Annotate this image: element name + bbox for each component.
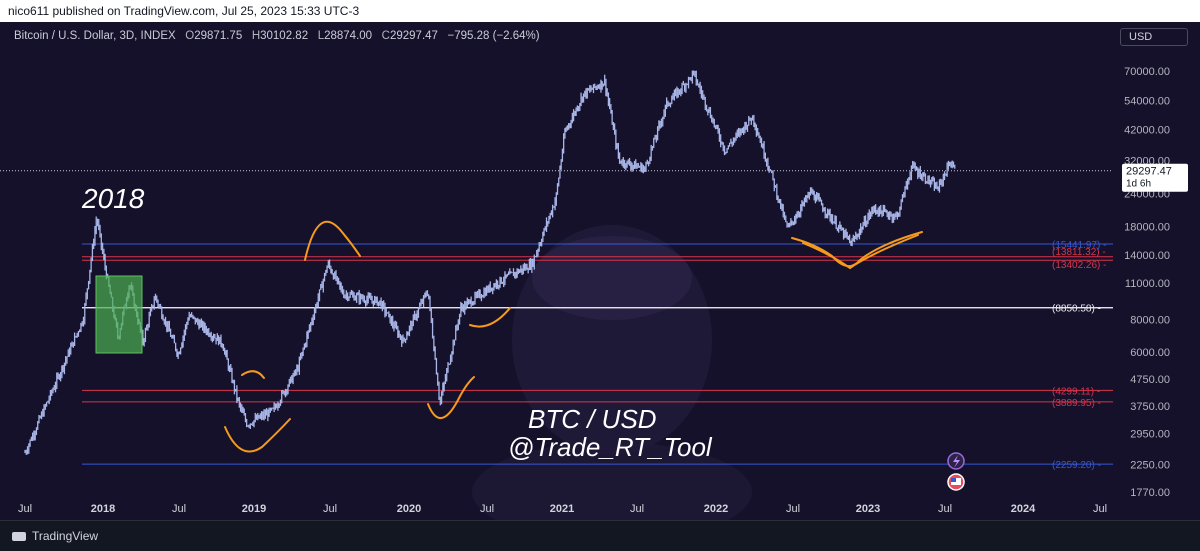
x-tick-label: Jul	[323, 503, 337, 515]
publish-bar: nico611 published on TradingView.com, Ju…	[0, 0, 1200, 22]
currency-button[interactable]: USD	[1120, 28, 1188, 46]
level-label: (13402.26) -	[1052, 260, 1106, 271]
y-tick-label: 11000.00	[1125, 278, 1170, 290]
y-tick-label: 2950.00	[1130, 429, 1170, 441]
tradingview-logo-icon	[12, 532, 26, 542]
year-annotation: 2018	[81, 183, 145, 214]
x-tick-label: 2020	[397, 503, 421, 515]
close-value: 29297.47	[389, 30, 438, 42]
level-label: (4299.11) -	[1052, 386, 1100, 397]
y-tick-label: 70000.00	[1124, 66, 1170, 78]
x-tick-label: 2018	[91, 503, 115, 515]
y-tick-label: 8000.00	[1130, 314, 1170, 326]
high-value: 30102.82	[260, 30, 309, 42]
drawing-curve	[224, 418, 291, 453]
portrait-shape	[472, 442, 752, 520]
ohlc-legend: Bitcoin / U.S. Dollar, 3D, INDEX O29871.…	[14, 30, 540, 42]
x-tick-label: 2022	[704, 503, 728, 515]
x-tick-label: Jul	[172, 503, 186, 515]
y-tick-label: 3750.00	[1130, 401, 1170, 413]
flag-canton	[951, 478, 956, 482]
change-value: −795.28 (−2.64%)	[447, 30, 540, 42]
level-label: (8850.58) -	[1052, 304, 1101, 315]
brand-label: TradingView	[32, 529, 99, 543]
level-label: (13811.32) -	[1052, 247, 1106, 258]
y-tick-label: 14000.00	[1124, 250, 1170, 262]
footer-bar: TradingView	[0, 520, 1200, 551]
level-label: (15441.97) -	[1052, 240, 1106, 251]
y-tick-label: 6000.00	[1130, 347, 1170, 359]
consolidation-box	[95, 275, 143, 354]
y-tick-label: 18000.00	[1124, 221, 1170, 233]
symbol-name: Bitcoin / U.S. Dollar, 3D, INDEX	[14, 30, 176, 42]
y-tick-label: 42000.00	[1124, 124, 1170, 136]
x-tick-label: 2023	[856, 503, 880, 515]
x-tick-label: 2019	[242, 503, 266, 515]
x-tick-label: Jul	[18, 503, 32, 515]
lightning-glyph	[953, 455, 960, 468]
x-tick-label: Jul	[480, 503, 494, 515]
title-annotation-1: BTC / USD	[528, 404, 657, 434]
level-label: (3889.95) -	[1052, 398, 1101, 409]
high-label: H	[251, 30, 261, 42]
candles	[24, 70, 956, 455]
open-label: O	[185, 30, 195, 42]
x-tick-label: Jul	[630, 503, 644, 515]
background-portrait	[472, 225, 752, 520]
currency-label: USD	[1129, 31, 1153, 43]
y-tick-label: 54000.00	[1124, 96, 1170, 108]
y-tick-label: 1770.00	[1130, 487, 1170, 499]
x-tick-label: 2021	[550, 503, 574, 515]
x-tick-label: Jul	[1093, 503, 1107, 515]
title-annotation-2: @Trade_RT_Tool	[508, 432, 713, 462]
last-price-label: 29297.47	[1126, 166, 1172, 178]
close-label: C	[381, 30, 390, 42]
open-value: 29871.75	[194, 30, 243, 42]
price-chart[interactable]: (15441.97) -(13811.32) - (13402.26) - (885…	[0, 22, 1200, 520]
level-label: (2259.20) -	[1052, 460, 1101, 471]
x-tick-label: Jul	[938, 503, 952, 515]
drawing-curve	[241, 370, 265, 379]
tradingview-logo[interactable]: TradingView	[12, 529, 98, 543]
countdown-label: 1d 6h	[1126, 179, 1151, 190]
x-tick-label: Jul	[786, 503, 800, 515]
publish-line: nico611 published on TradingView.com, Ju…	[8, 4, 360, 18]
drawing-curve	[802, 234, 919, 270]
y-tick-label: 2250.00	[1130, 460, 1170, 472]
last-price-badge	[1122, 163, 1188, 192]
drawing-curve	[469, 307, 511, 328]
x-tick-label: 2024	[1011, 503, 1036, 515]
low-value: 28874.00	[324, 30, 373, 42]
drawing-curve	[304, 220, 361, 261]
drawing-curve	[427, 376, 475, 419]
low-label: L	[317, 30, 325, 42]
y-tick-label: 4750.00	[1130, 374, 1170, 386]
